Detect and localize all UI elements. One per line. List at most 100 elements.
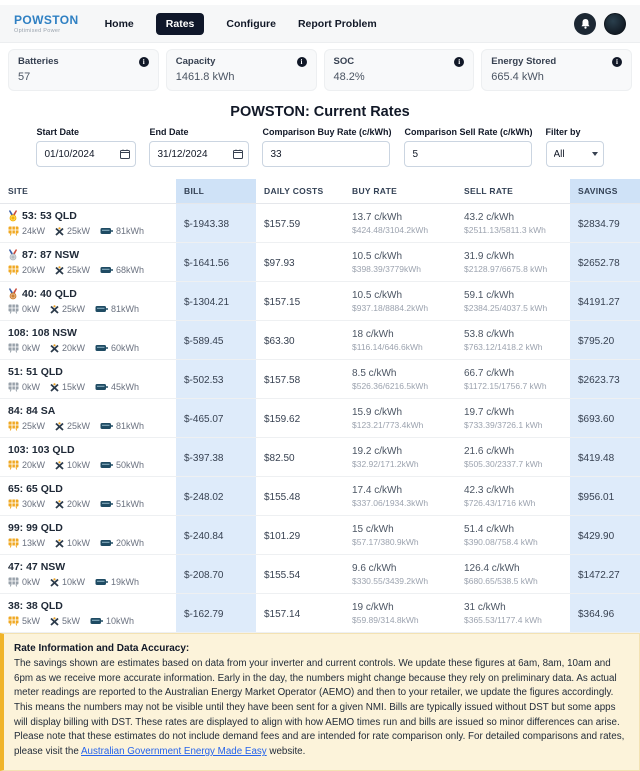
bill-cell: $-589.45 (176, 320, 256, 360)
inverter-stat: 25kW (55, 226, 90, 236)
sell-rate-cell: 42.3 c/kWh $726.43/1716 kWh (456, 476, 570, 516)
battery-stat: 60kWh (95, 343, 139, 353)
comparison-sell-rate-input[interactable] (404, 141, 533, 167)
solar-stat: 5kW (8, 616, 40, 626)
stat-value: 1461.8 kWh (175, 71, 235, 83)
nav-item-configure[interactable]: Configure (226, 17, 276, 30)
info-icon[interactable]: i (296, 56, 307, 67)
savings-cell: $2652.78 (570, 242, 640, 282)
inverter-stat: 5kW (50, 616, 80, 626)
daily-costs-cell: $157.58 (256, 359, 344, 399)
nav-item-home[interactable]: Home (104, 17, 134, 30)
inverter-stat: 25kW (55, 265, 90, 275)
stats-row: Batteries i 57 Capacity i 1461.8 kWh SOC i 48.2%… (0, 43, 640, 98)
battery-icon (90, 617, 103, 625)
end-date-group: End Date (149, 127, 250, 167)
notifications-button[interactable] (574, 12, 596, 35)
energy-made-easy-link[interactable]: Australian Government Energy Made Easy (81, 746, 267, 758)
battery-icon (95, 578, 108, 586)
sell-rate-cell: 51.4 c/kWh $390.08/758.4 kWh (456, 515, 570, 555)
battery-stat: 51kWh (100, 499, 144, 509)
savings-cell: $429.90 (570, 515, 640, 555)
bill-cell: $-465.07 (176, 398, 256, 438)
bill-cell: $-248.02 (176, 476, 256, 516)
solar-stat: 0kW (8, 577, 40, 587)
stat-value: 665.4 kWh (491, 71, 544, 83)
sell-rate-cell: 59.1 c/kWh $2384.25/4037.5 kWh (456, 281, 570, 321)
battery-stat: 45kWh (95, 382, 139, 392)
rates-table: SITE BILL DAILY COSTS BUY RATE SELL RATE SAVI… (0, 179, 640, 633)
sell-rate-cell: 31 c/kWh $365.53/1177.4 kWh (456, 593, 570, 633)
top-navbar: POWSTON Optimised Power Home Rates Configu… (0, 5, 640, 43)
inverter-icon (55, 499, 64, 509)
info-icon[interactable]: i (612, 56, 622, 67)
logo-text: POWSTON (14, 13, 79, 27)
stat-label: Capacity (175, 56, 216, 67)
inverter-icon (50, 343, 59, 353)
powston-logo[interactable]: POWSTON Optimised Power (14, 13, 79, 34)
buy-rate-cell: 10.5 c/kWh $398.39/3779kWh (344, 242, 456, 282)
comparison-buy-rate-input[interactable] (262, 141, 391, 167)
solar-panel-icon (8, 226, 19, 236)
end-date-input[interactable] (149, 141, 250, 167)
battery-stat: 81kWh (100, 226, 144, 236)
sell-rate-cell: 21.6 c/kWh $505.30/2337.7 kWh (456, 437, 570, 477)
solar-panel-icon (8, 577, 19, 587)
inverter-icon (55, 226, 64, 236)
daily-costs-cell: $157.59 (256, 203, 344, 243)
site-cell: 99: 99 QLD 13kW 10kW 20kWh (0, 515, 176, 555)
buy-rate-cell: 9.6 c/kWh $330.55/3439.2kWh (344, 554, 456, 594)
notice-text-suffix: website. (266, 746, 306, 758)
sell-rate-cell: 43.2 c/kWh $2511.13/5811.3 kWh (456, 203, 570, 243)
inverter-stat: 20kW (50, 343, 85, 353)
stat-card-capacity: Capacity i 1461.8 kWh (165, 49, 317, 91)
site-name: 51: 51 QLD (8, 366, 63, 378)
inverter-icon (50, 616, 59, 626)
page-title: POWSTON: Current Rates (230, 104, 410, 120)
table-row: 65: 65 QLD 30kW 20kW 51kWh (0, 476, 640, 516)
column-header-sell-rate: SELL RATE (456, 179, 570, 204)
site-cell: 38: 38 QLD 5kW 5kW 10kWh (0, 593, 176, 633)
solar-stat: 0kW (8, 343, 40, 353)
info-icon[interactable]: i (138, 56, 149, 67)
table-row: 40: 40 QLD 0kW 25kW 81kWh (0, 281, 640, 321)
buy-rate-cell: 15.9 c/kWh $123.21/773.4kWh (344, 398, 456, 438)
battery-icon (100, 500, 113, 508)
nav-item-report-problem[interactable]: Report Problem (297, 17, 377, 30)
start-date-input[interactable] (36, 141, 137, 167)
site-name: 103: 103 QLD (8, 444, 75, 456)
inverter-stat: 10kW (50, 577, 85, 587)
table-row: 47: 47 NSW 0kW 10kW 19kWh (0, 554, 640, 594)
daily-costs-cell: $157.14 (256, 593, 344, 633)
solar-stat: 30kW (8, 499, 45, 509)
battery-stat: 19kWh (95, 577, 139, 587)
table-row: 51: 51 QLD 0kW 15kW 45kWh (0, 359, 640, 399)
battery-stat: 10kWh (90, 616, 134, 626)
stat-label: SOC (333, 56, 355, 67)
battery-icon (100, 422, 113, 430)
site-name: 84: 84 SA (8, 405, 56, 417)
solar-stat: 0kW (8, 304, 40, 314)
filter-by-label: Filter by (545, 127, 581, 137)
rate-information-notice: Rate Information and Data Accuracy: The … (0, 633, 640, 771)
savings-cell: $1472.27 (570, 554, 640, 594)
user-avatar[interactable] (604, 12, 626, 35)
site-cell: 47: 47 NSW 0kW 10kW 19kWh (0, 554, 176, 594)
inverter-icon (55, 460, 64, 470)
filter-by-select[interactable] (545, 141, 604, 167)
bill-cell: $-397.38 (176, 437, 256, 477)
inverter-icon (50, 577, 59, 587)
daily-costs-cell: $155.48 (256, 476, 344, 516)
notice-body: The savings shown are estimates based on… (14, 657, 627, 760)
daily-costs-cell: $157.15 (256, 281, 344, 321)
inverter-stat: 25kW (50, 304, 85, 314)
solar-panel-icon (8, 265, 19, 275)
info-icon[interactable]: i (454, 56, 465, 67)
site-cell: 87: 87 NSW 20kW 25kW 68kWh (0, 242, 176, 282)
filters-bar: Start Date End Date Comparison Buy Rate … (0, 127, 640, 179)
solar-panel-icon (8, 343, 19, 353)
solar-panel-icon (8, 382, 19, 392)
nav-item-rates[interactable]: Rates (155, 12, 205, 35)
battery-icon (95, 344, 108, 352)
solar-stat: 20kW (8, 460, 45, 470)
